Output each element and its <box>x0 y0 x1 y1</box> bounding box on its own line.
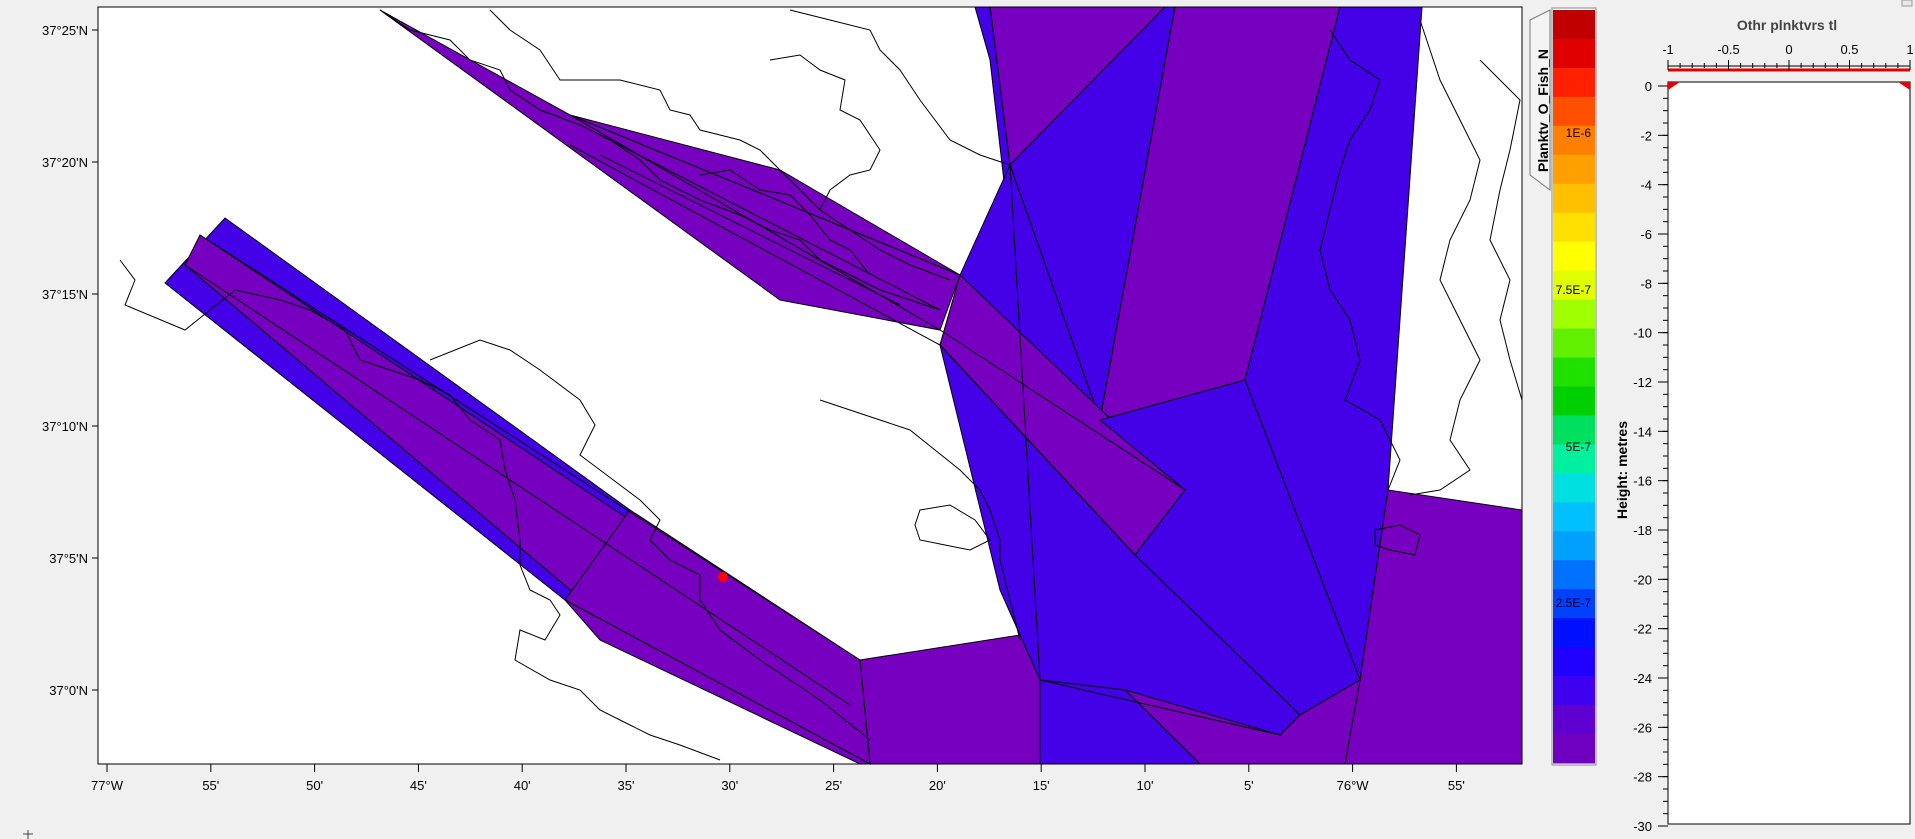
colorbar-band <box>1553 39 1595 68</box>
profile-y-tick-label: -28 <box>1633 770 1652 785</box>
profile-y-tick-label: -6 <box>1640 227 1652 242</box>
lon-tick-label: 76°W <box>1337 778 1370 793</box>
colorbar-band <box>1553 300 1595 329</box>
colorbar-band <box>1553 618 1595 647</box>
profile-y-tick-label: -16 <box>1633 474 1652 489</box>
colorbar-tick-label: 7.5E-7 <box>1556 283 1592 297</box>
colorbar-tick-label: 1E-6 <box>1566 126 1592 140</box>
lat-tick-label: 37°15'N <box>42 287 88 302</box>
colorbar-band <box>1553 502 1595 531</box>
profile-y-tick-label: -4 <box>1640 178 1652 193</box>
profile-y-tick-label: -24 <box>1633 671 1652 686</box>
profile-x-tick-label: -1 <box>1662 42 1674 57</box>
profile-y-tick-label: -22 <box>1633 622 1652 637</box>
profile-x-tick-label: -0.5 <box>1717 42 1739 57</box>
lon-tick-label: 50' <box>306 778 323 793</box>
lat-tick-label: 37°0'N <box>49 683 88 698</box>
colorbar-band <box>1553 155 1595 184</box>
colorbar-band <box>1553 734 1595 763</box>
lon-tick-label: 55' <box>1448 778 1465 793</box>
colorbar-band <box>1553 705 1595 734</box>
lat-tick-label: 37°20'N <box>42 155 88 170</box>
profile-y-tick-label: -8 <box>1640 276 1652 291</box>
colorbar-band <box>1553 184 1595 213</box>
colorbar-tick-label: 2.5E-7 <box>1556 596 1592 610</box>
lon-tick-label: 45' <box>410 778 427 793</box>
profile-y-tick-label: -12 <box>1633 375 1652 390</box>
lon-tick-label: 15' <box>1033 778 1050 793</box>
profile-y-tick-label: -10 <box>1633 326 1652 341</box>
profile-y-label: Height: metres <box>1614 421 1630 519</box>
lat-tick-label: 37°5'N <box>49 551 88 566</box>
profile-plot-area[interactable] <box>1668 82 1910 824</box>
colorbar-band <box>1553 647 1595 676</box>
colorbar-band <box>1553 473 1595 502</box>
colorbar-band <box>1553 676 1595 705</box>
lon-tick-label: 10' <box>1137 778 1154 793</box>
colorbar-band <box>1553 242 1595 271</box>
profile-x-tick-label: 1 <box>1906 42 1913 57</box>
colorbar-band <box>1553 560 1595 589</box>
colorbar-band <box>1553 97 1595 126</box>
colorbar-band <box>1553 387 1595 416</box>
colorbar-band <box>1553 358 1595 387</box>
colorbar-band <box>1553 329 1595 358</box>
colorbar-band <box>1553 531 1595 560</box>
lon-tick-label: 25' <box>825 778 842 793</box>
station-point[interactable] <box>718 572 728 582</box>
profile-y-tick-label: -26 <box>1633 720 1652 735</box>
lon-tick-label: 77°W <box>91 778 124 793</box>
profile-title: Othr plnktvrs tl <box>1737 17 1837 33</box>
profile-y-tick-label: -18 <box>1633 523 1652 538</box>
colorbar-band <box>1553 213 1595 242</box>
profile-x-tick-label: 0 <box>1785 42 1792 57</box>
lon-tick-label: 20' <box>929 778 946 793</box>
profile-y-tick-label: -2 <box>1640 128 1652 143</box>
colorbar-tick-label: 5E-7 <box>1566 440 1592 454</box>
colorbar-bands <box>1553 10 1595 764</box>
lat-tick-label: 37°10'N <box>42 419 88 434</box>
lat-tick-label: 37°25'N <box>42 23 88 38</box>
profile-x-tick-label: 0.5 <box>1840 42 1858 57</box>
profile-y-tick-label: 0 <box>1645 79 1652 94</box>
profile-y-tick-label: -30 <box>1633 819 1652 834</box>
lon-tick-label: 55' <box>202 778 219 793</box>
crosshair-icon <box>22 828 34 839</box>
colorbar-title: Planktv_O_Fish_N <box>1535 49 1551 172</box>
profile-y-tick-label: -20 <box>1633 572 1652 587</box>
lon-tick-label: 35' <box>618 778 635 793</box>
colorbar-band <box>1553 10 1595 39</box>
lon-tick-label: 5' <box>1244 778 1254 793</box>
lon-tick-label: 40' <box>514 778 531 793</box>
panel-corner-icon <box>1900 0 1915 10</box>
lon-tick-label: 30' <box>721 778 738 793</box>
colorbar-band <box>1553 68 1595 97</box>
profile-y-tick-label: -14 <box>1633 424 1652 439</box>
